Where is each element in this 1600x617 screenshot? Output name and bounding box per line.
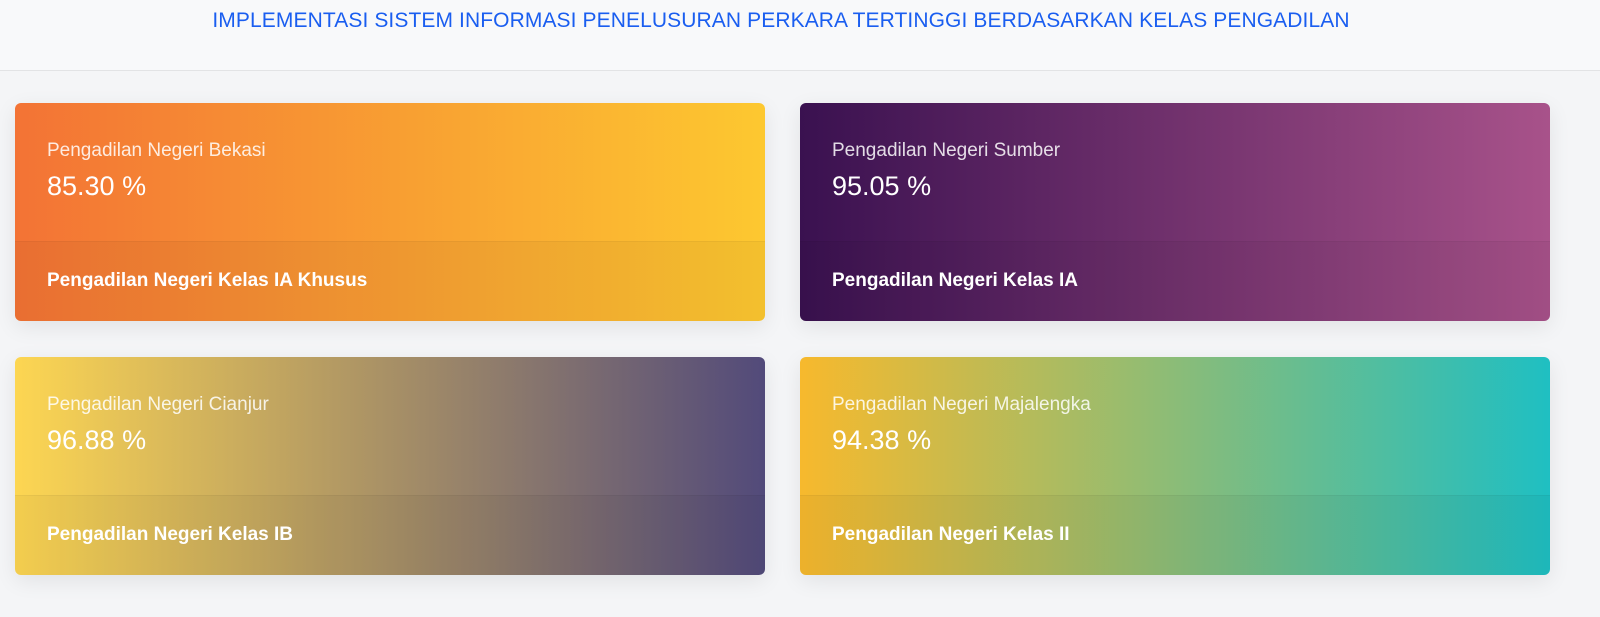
court-percentage: 96.88 % — [47, 425, 147, 455]
court-name: Pengadilan Negeri Majalengka — [832, 394, 1091, 415]
card-body: Pengadilan Negeri Sumber 95.05 % — [800, 103, 1550, 242]
card-body: Pengadilan Negeri Bekasi 85.30 % — [15, 103, 765, 242]
court-card-kelas-ii: Pengadilan Negeri Majalengka 94.38 % Pen… — [800, 357, 1550, 575]
card-footer: Pengadilan Negeri Kelas II — [800, 496, 1550, 575]
card-footer: Pengadilan Negeri Kelas IB — [15, 496, 765, 575]
card-footer: Pengadilan Negeri Kelas IA — [800, 242, 1550, 321]
court-name: Pengadilan Negeri Bekasi — [47, 140, 266, 161]
court-card-kelas-ia: Pengadilan Negeri Sumber 95.05 % Pengadi… — [800, 103, 1550, 321]
court-card-kelas-ia-khusus: Pengadilan Negeri Bekasi 85.30 % Pengadi… — [15, 103, 765, 321]
court-card-kelas-ib: Pengadilan Negeri Cianjur 96.88 % Pengad… — [15, 357, 765, 575]
court-class: Pengadilan Negeri Kelas IB — [47, 524, 294, 545]
page-title: IMPLEMENTASI SISTEM INFORMASI PENELUSURA… — [212, 9, 1350, 32]
court-name: Pengadilan Negeri Cianjur — [47, 394, 269, 415]
card-body: Pengadilan Negeri Majalengka 94.38 % — [800, 357, 1550, 496]
card-body: Pengadilan Negeri Cianjur 96.88 % — [15, 357, 765, 496]
court-class: Pengadilan Negeri Kelas II — [832, 524, 1070, 545]
card-footer: Pengadilan Negeri Kelas IA Khusus — [15, 242, 765, 321]
court-class: Pengadilan Negeri Kelas IA Khusus — [47, 270, 368, 291]
court-percentage: 95.05 % — [832, 171, 932, 201]
court-percentage: 85.30 % — [47, 171, 147, 201]
page-header: IMPLEMENTASI SISTEM INFORMASI PENELUSURA… — [0, 0, 1600, 71]
court-percentage: 94.38 % — [832, 425, 932, 455]
court-name: Pengadilan Negeri Sumber — [832, 140, 1061, 161]
court-class: Pengadilan Negeri Kelas IA — [832, 270, 1079, 291]
